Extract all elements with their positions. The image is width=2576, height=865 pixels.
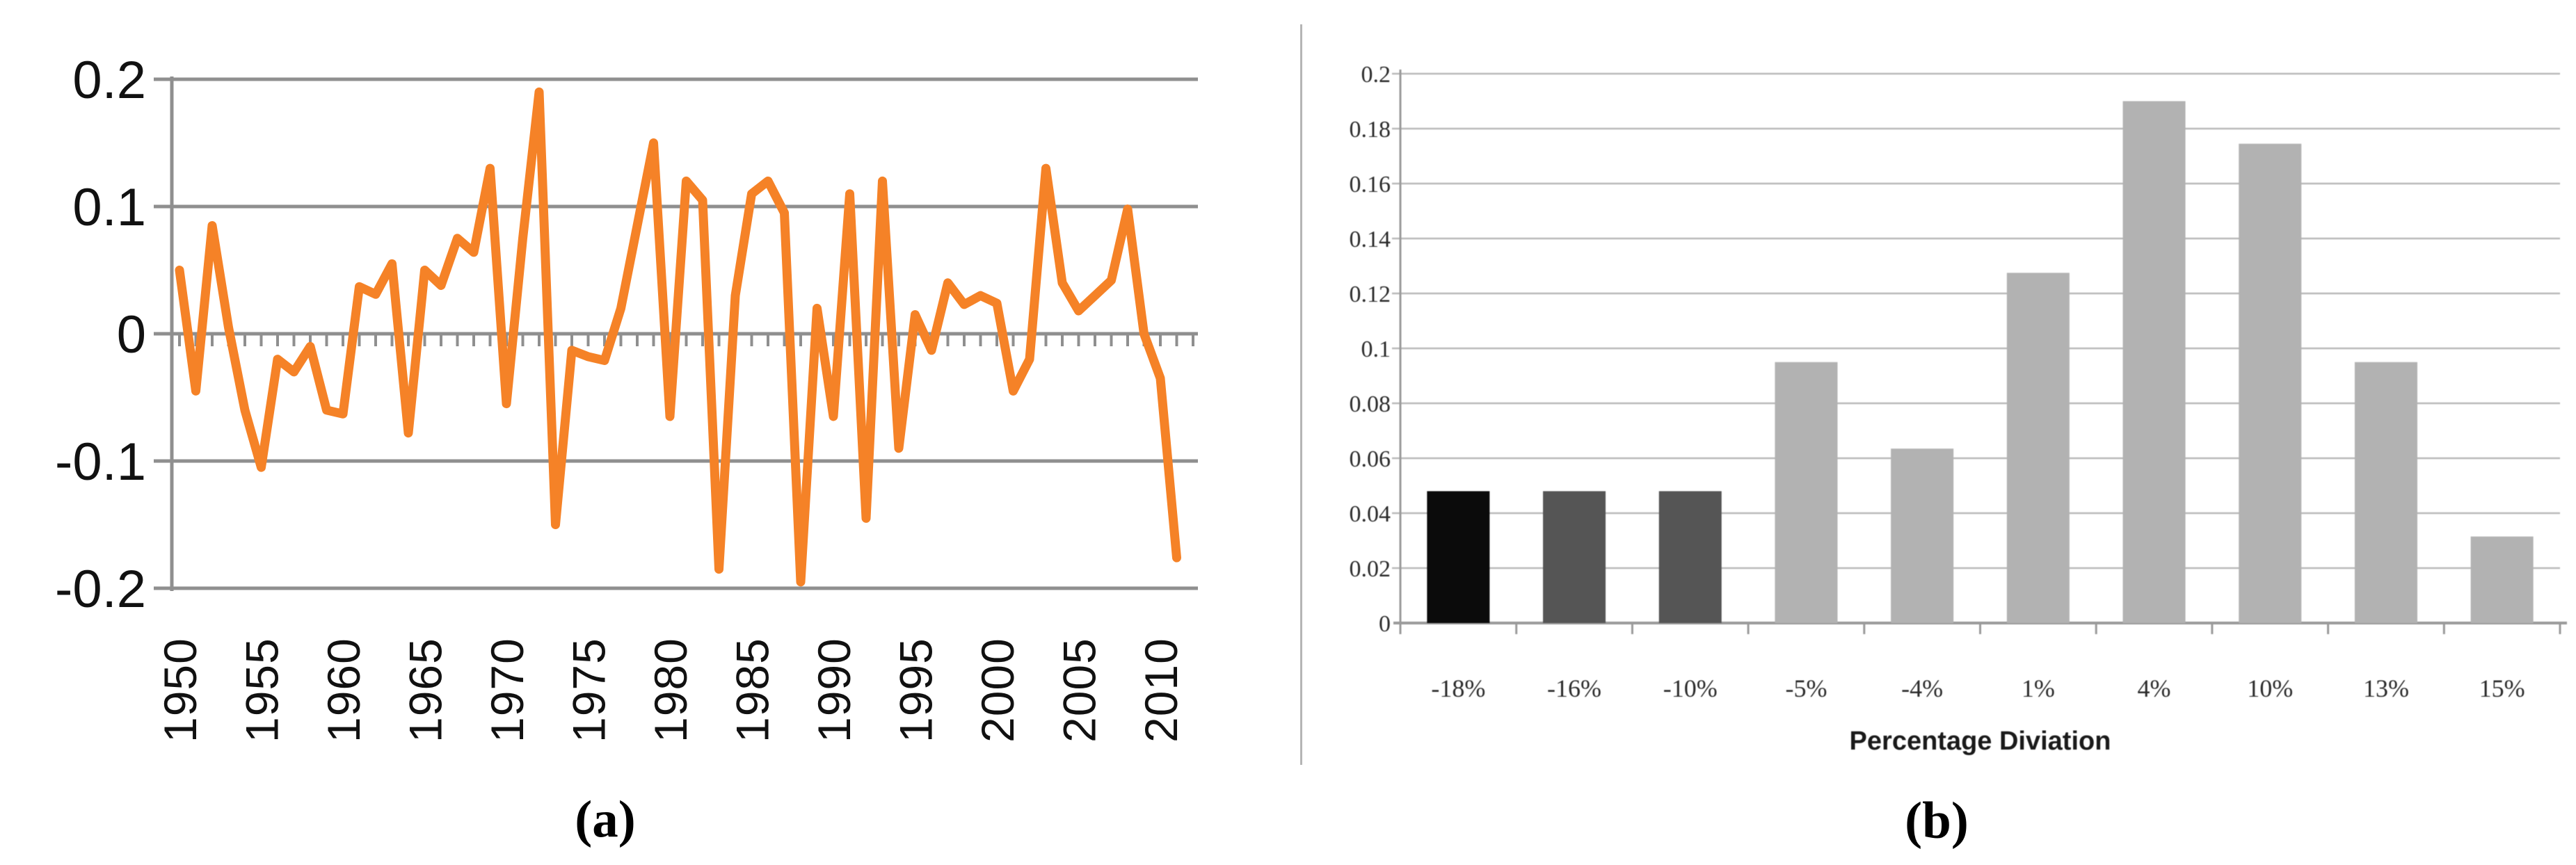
x-tick-label: -4%: [1901, 674, 1943, 702]
x-tick-label: 1960: [318, 638, 369, 743]
y-axis-labels-a: 0.2 0.1 0 -0.1 -0.2: [55, 51, 146, 619]
bar-10%: [2239, 143, 2302, 624]
bar--4%: [1891, 448, 1954, 623]
y-tick-label: 0.06: [1350, 446, 1391, 472]
panel-a: 0.2 0.1 0 -0.1 -0.2 1950 1955 1960 1965 1970 1975 1…: [55, 51, 1198, 743]
x-tick-label: -10%: [1663, 674, 1718, 702]
x-tick-label: 1990: [808, 638, 860, 743]
x-tick-label: 10%: [2247, 674, 2293, 702]
x-tick-label: 2010: [1135, 638, 1187, 743]
x-tick-label: 1%: [2022, 674, 2055, 702]
y-tick-label: 0.02: [1350, 556, 1391, 582]
bar-chart: 0.2 0.18 0.16 0.14 0.12 0.1 0.08 0.06 0.04 0.02 0 -…: [1350, 62, 2567, 756]
panel-b: 0.2 0.18 0.16 0.14 0.12 0.1 0.08 0.06 0.04 0.02 0 -…: [1322, 0, 2576, 865]
y-tick-label: 0.04: [1350, 501, 1391, 527]
x-tick-label: 1955: [237, 638, 288, 743]
x-tick-label: -5%: [1785, 674, 1827, 702]
x-axis-labels-a: 1950 1955 1960 1965 1970 1975 1980 1985 1990 1995…: [154, 638, 1187, 743]
y-tick-label: 0.14: [1350, 227, 1391, 252]
x-tick-label: 4%: [2138, 674, 2171, 702]
y-tick-label: 0: [117, 305, 146, 364]
y-tick-label: 0.12: [1350, 282, 1391, 307]
x-ticks-a: [178, 334, 1194, 346]
bar--5%: [1775, 362, 1838, 623]
x-axis-labels-b: -18% -16% -10% -5% -4% 1% 4% 10% 13% 15%: [1431, 674, 2525, 702]
x-tick-label: -16%: [1547, 674, 1601, 702]
bar-15%: [2470, 536, 2534, 623]
series-line: [175, 87, 1181, 587]
x-tick-label: 1995: [890, 638, 942, 743]
x-tick-label: 13%: [2363, 674, 2409, 702]
y-tick-label: 0.1: [72, 178, 146, 237]
caption-b: (b): [1905, 792, 1969, 850]
y-axis-labels-b: 0.2 0.18 0.16 0.14 0.12 0.1 0.08 0.06 0.04 0.02 0: [1350, 62, 1391, 637]
y-tick-label: 0: [1379, 611, 1391, 637]
y-tick-label: -0.1: [55, 432, 146, 492]
y-tick-label: 0.18: [1350, 117, 1391, 143]
y-tick-label: 0.1: [1361, 337, 1391, 362]
bar--18%: [1427, 491, 1490, 623]
x-tick-label: 1980: [645, 638, 696, 743]
y-tick-label: 0.16: [1350, 172, 1391, 197]
x-tick-label: -18%: [1431, 674, 1485, 702]
y-tick-label: -0.2: [55, 560, 146, 619]
bar--16%: [1543, 491, 1606, 623]
x-tick-label: 1970: [481, 638, 533, 743]
y-tick-label: 0.2: [1361, 62, 1391, 88]
x-tick-label: 1975: [563, 638, 615, 743]
bar-1%: [2006, 273, 2070, 623]
bars: [1427, 101, 2534, 624]
bar-4%: [2122, 101, 2186, 623]
y-tick-label: 0.08: [1350, 391, 1391, 417]
bar-13%: [2354, 362, 2417, 623]
caption-a: (a): [575, 791, 636, 848]
bar--10%: [1658, 491, 1722, 623]
x-tick-label: 2005: [1054, 638, 1105, 743]
x-tick-label: 1950: [154, 638, 206, 743]
y-tick-label: 0.2: [72, 51, 146, 110]
x-tick-label: 15%: [2479, 674, 2525, 702]
panel-divider-line: [1300, 24, 1302, 765]
x-axis-title: Percentage Diviation: [1850, 727, 2111, 756]
x-tick-label: 2000: [972, 638, 1023, 743]
x-tick-label: 1985: [727, 638, 778, 743]
x-tick-label: 1965: [400, 638, 451, 743]
